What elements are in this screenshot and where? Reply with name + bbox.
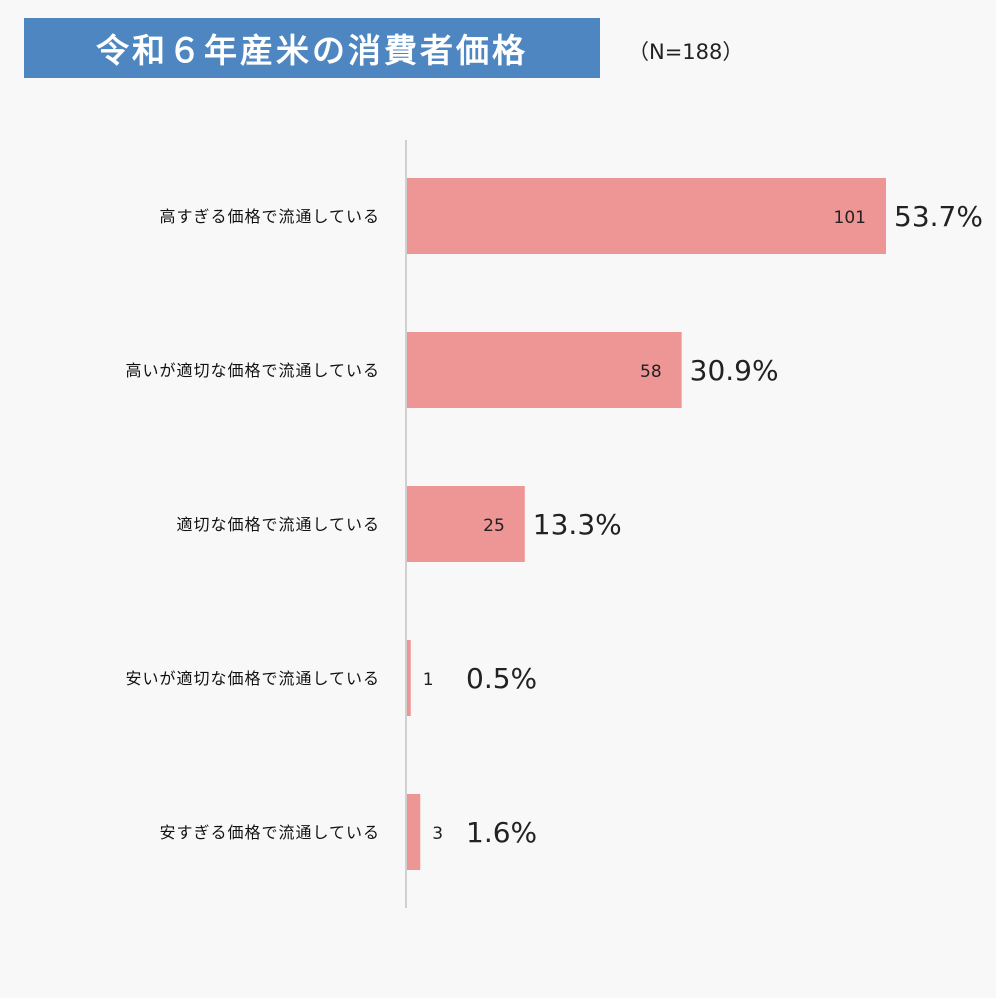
data-label-percent: 1.6% bbox=[466, 816, 537, 849]
sample-size-label: （N=188） bbox=[628, 40, 744, 64]
data-label-percent: 13.3% bbox=[533, 508, 622, 541]
bar bbox=[406, 332, 682, 408]
data-label-count: 58 bbox=[640, 362, 662, 382]
bar bbox=[406, 640, 411, 716]
category-label: 高いが適切な価格で流通している bbox=[125, 361, 380, 380]
bar bbox=[406, 178, 886, 254]
bar bbox=[406, 486, 525, 562]
data-label-percent: 30.9% bbox=[690, 354, 779, 387]
category-label: 適切な価格で流通している bbox=[176, 515, 380, 534]
data-label-percent: 53.7% bbox=[894, 200, 983, 233]
category-label: 高すぎる価格で流通している bbox=[159, 207, 380, 226]
data-label-count: 3 bbox=[432, 824, 443, 844]
category-label: 安すぎる価格で流通している bbox=[159, 823, 380, 842]
data-label-count: 25 bbox=[483, 516, 505, 536]
category-label: 安いが適切な価格で流通している bbox=[125, 669, 380, 688]
data-label-percent: 0.5% bbox=[466, 662, 537, 695]
chart-title: 令和６年産米の消費者価格 bbox=[24, 18, 600, 78]
bar bbox=[406, 794, 421, 870]
data-label-count: 1 bbox=[423, 670, 434, 690]
data-label-count: 101 bbox=[834, 208, 866, 228]
